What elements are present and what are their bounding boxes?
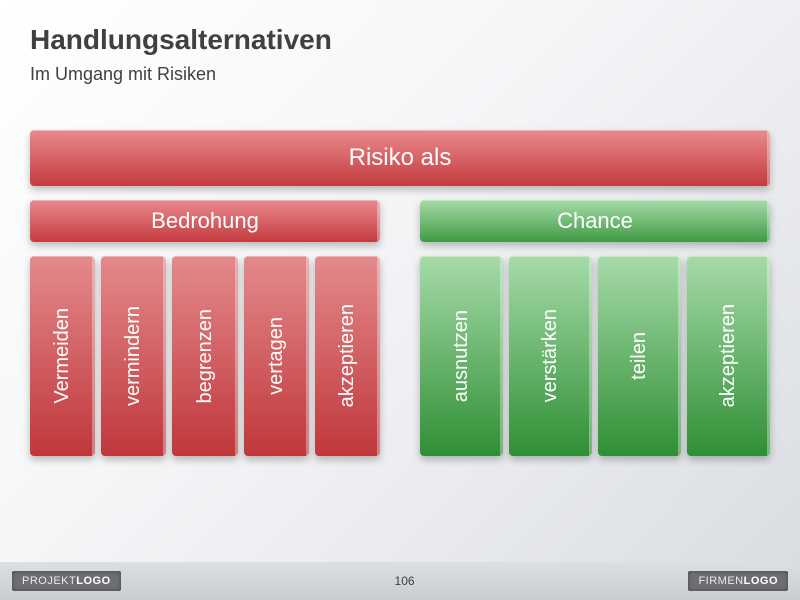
project-logo-prefix: PROJEKT [22, 575, 76, 587]
leaf-node-label: ausnutzen [450, 310, 473, 402]
leaf-node-label: verstärken [539, 309, 562, 402]
leaf-node-label: akzeptieren [717, 304, 740, 407]
leaf-node-label: teilen [628, 332, 651, 380]
company-logo-badge: FIRMENLOGO [688, 571, 788, 591]
category-node: Bedrohung [30, 200, 380, 242]
leaf-node: begrenzen [172, 256, 237, 456]
project-logo-bold: LOGO [76, 575, 110, 587]
leaf-node: ausnutzen [420, 256, 503, 456]
category-node-label: Bedrohung [151, 208, 259, 234]
footer-bar: PROJEKTLOGO 106 FIRMENLOGO [0, 562, 800, 600]
leaf-node-label: vertagen [265, 317, 288, 395]
leaf-node: verstärken [509, 256, 592, 456]
category-node: Chance [420, 200, 770, 242]
leaf-node: teilen [598, 256, 681, 456]
leaf-row: Vermeiden vermindern begrenzen vertagen akze… [30, 256, 770, 456]
leaf-node: akzeptieren [315, 256, 380, 456]
leaf-node-label: begrenzen [194, 309, 217, 404]
leaf-node: Vermeiden [30, 256, 95, 456]
leaf-node-label: Vermeiden [51, 308, 74, 404]
company-logo-prefix: FIRMEN [698, 575, 743, 587]
leaf-group: Vermeiden vermindern begrenzen vertagen akze… [30, 256, 380, 456]
page-number: 106 [395, 574, 415, 588]
risk-diagram: Risiko als Bedrohung Chance Vermeiden verm… [30, 130, 770, 456]
leaf-node: akzeptieren [687, 256, 770, 456]
leaf-node: vertagen [244, 256, 309, 456]
category-row: Bedrohung Chance [30, 200, 770, 242]
slide-title: Handlungsalternativen [30, 24, 332, 56]
root-node: Risiko als [30, 130, 770, 186]
leaf-group: ausnutzen verstärken teilen akzeptieren [420, 256, 770, 456]
leaf-node: vermindern [101, 256, 166, 456]
project-logo-badge: PROJEKTLOGO [12, 571, 121, 591]
leaf-node-label: vermindern [122, 306, 145, 406]
company-logo-bold: LOGO [744, 575, 778, 587]
root-node-label: Risiko als [349, 144, 452, 172]
category-node-label: Chance [557, 208, 633, 234]
leaf-node-label: akzeptieren [336, 304, 359, 407]
slide-subtitle: Im Umgang mit Risiken [30, 64, 216, 85]
